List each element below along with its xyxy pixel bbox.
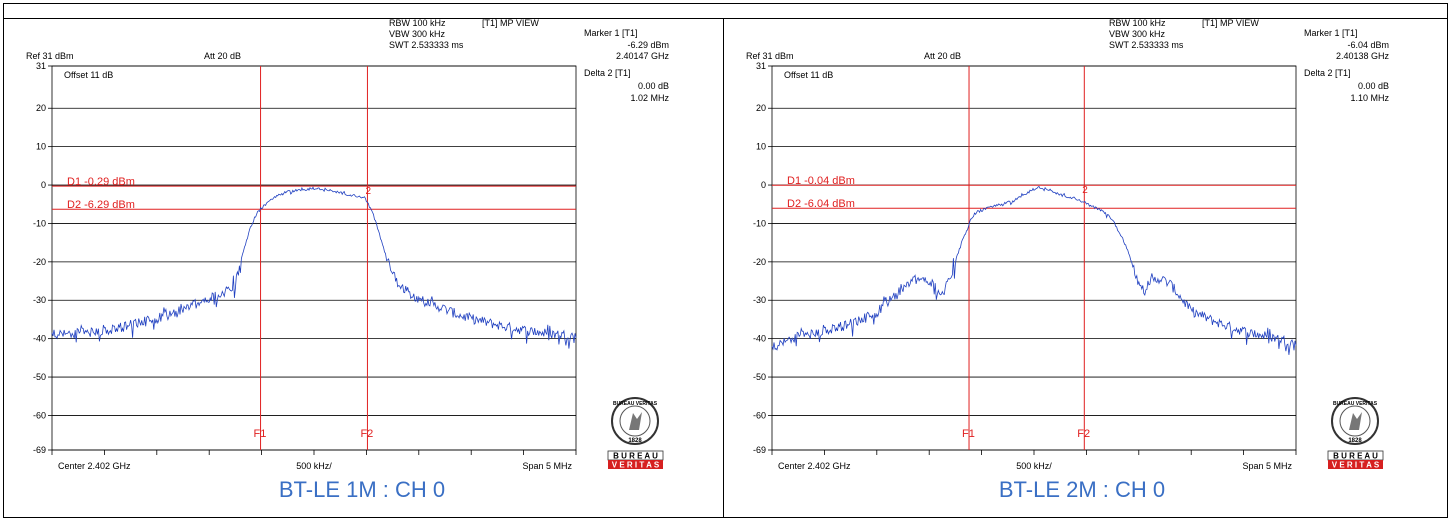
ytick-label: -20 [33,257,46,267]
ytick-label: 31 [36,61,46,71]
ytick-label: -50 [753,372,766,382]
vbw-label: VBW 300 kHz [1109,29,1166,39]
swt-label: SWT 2.533333 ms [389,40,464,50]
bureau-veritas-logo: BUREAU VERITAS 1828 B U R E A UV E R I T A… [1327,397,1384,470]
att-label: Att 20 dB [204,51,241,61]
marker1-level: -6.04 dBm [1347,40,1389,50]
logo-seal-year: 1828 [628,438,642,444]
att-label: Att 20 dB [924,51,961,61]
ytick-label: -30 [33,295,46,305]
header-strip [4,4,1447,19]
d2-label: D2 -6.29 dBm [67,199,135,211]
delta2-title: Delta 2 [T1] [584,68,631,78]
caption-1m: BT-LE 1M : CH 0 [278,477,446,502]
logo-bar-veritas [1328,460,1383,469]
span-label: Span 5 MHz [522,461,572,471]
center-freq-label: Center 2.402 GHz [58,461,131,471]
logo-text-veritas: V E R I T A S [612,461,660,470]
delta2-freq: 1.10 MHz [1350,93,1389,103]
plot-frame [51,65,577,451]
spectrum-trace [771,185,1297,355]
mode-label: [T1] MP VIEW [1202,19,1259,28]
logo-seal-text: BUREAU VERITAS [1333,401,1378,407]
ytick-label: -60 [753,410,766,420]
ytick-label: 10 [36,142,46,152]
ytick-label: -60 [33,410,46,420]
f2-label: F2 [1077,428,1090,440]
ytick-label: -69 [33,445,46,455]
ytick-label: -40 [33,334,46,344]
delta2-title: Delta 2 [T1] [1304,68,1351,78]
rbw-label: RBW 100 kHz [389,19,446,28]
delta2-level: 0.00 dB [1358,81,1389,91]
spectrum-trace [51,186,577,349]
panel-divider [723,19,724,518]
d1-label: D1 -0.04 dBm [787,175,855,187]
panel-bt-le-2m: RBW 100 kHz VBW 300 kHz SWT 2.533333 ms [T1… [724,19,1440,518]
rbw-label: RBW 100 kHz [1109,19,1166,28]
caption-2m: BT-LE 2M : CH 0 [998,477,1166,502]
ytick-label: -40 [753,334,766,344]
ytick-label: 10 [756,142,766,152]
swt-label: SWT 2.533333 ms [1109,40,1184,50]
vbw-label: VBW 300 kHz [389,29,446,39]
ytick-label: 31 [756,61,766,71]
d2-label: D2 -6.04 dBm [787,198,855,210]
ytick-label: -20 [753,257,766,267]
f1-label: F1 [254,428,267,440]
f1-label: F1 [962,428,975,440]
delta2-freq: 1.02 MHz [630,93,669,103]
mode-label: [T1] MP VIEW [482,19,539,28]
plot-frame [771,65,1297,451]
panel-bt-le-1m: RBW 100 kHz VBW 300 kHz SWT 2.533333 ms [T1… [4,19,720,518]
ytick-label: 0 [41,180,46,190]
span-per-div-label: 500 kHz/ [296,461,332,471]
logo-bar-veritas [608,460,663,469]
center-freq-label: Center 2.402 GHz [778,461,851,471]
bureau-veritas-logo: BUREAU VERITAS 1828 B U R E A UV E R I T A… [607,397,664,470]
f2-label: F2 [360,428,373,440]
logo-seal-year: 1828 [1348,438,1362,444]
ytick-label: 20 [756,103,766,113]
marker1-freq: 2.40147 GHz [616,51,670,61]
ytick-label: -69 [753,445,766,455]
offset-label: Offset 11 dB [64,70,113,80]
d1-label: D1 -0.29 dBm [67,176,135,188]
marker1-freq: 2.40138 GHz [1336,51,1390,61]
logo-seal-text: BUREAU VERITAS [613,401,658,407]
marker1-title: Marker 1 [T1] [584,28,638,38]
ref-label: Ref 31 dBm [26,51,74,61]
logo-seal-figure [1349,412,1362,430]
ytick-label: 0 [761,180,766,190]
span-label: Span 5 MHz [1242,461,1292,471]
span-per-div-label: 500 kHz/ [1016,461,1052,471]
logo-text-bureau: B U R E A U [1333,452,1378,461]
ytick-label: -10 [753,218,766,228]
marker2-symbol: 2 [1082,185,1088,196]
logo-text-veritas: V E R I T A S [1332,461,1380,470]
offset-label: Offset 11 dB [784,70,833,80]
ytick-label: 20 [36,103,46,113]
ytick-label: -30 [753,295,766,305]
report-frame: RBW 100 kHz VBW 300 kHz SWT 2.533333 ms [T1… [3,3,1448,518]
logo-text-bureau: B U R E A U [613,452,658,461]
marker1-title: Marker 1 [T1] [1304,28,1358,38]
ytick-label: -10 [33,218,46,228]
logo-seal-figure [629,412,642,430]
marker2-symbol: 2 [365,186,371,197]
marker1-level: -6.29 dBm [627,40,669,50]
ref-label: Ref 31 dBm [746,51,794,61]
ytick-label: -50 [33,372,46,382]
delta2-level: 0.00 dB [638,81,669,91]
